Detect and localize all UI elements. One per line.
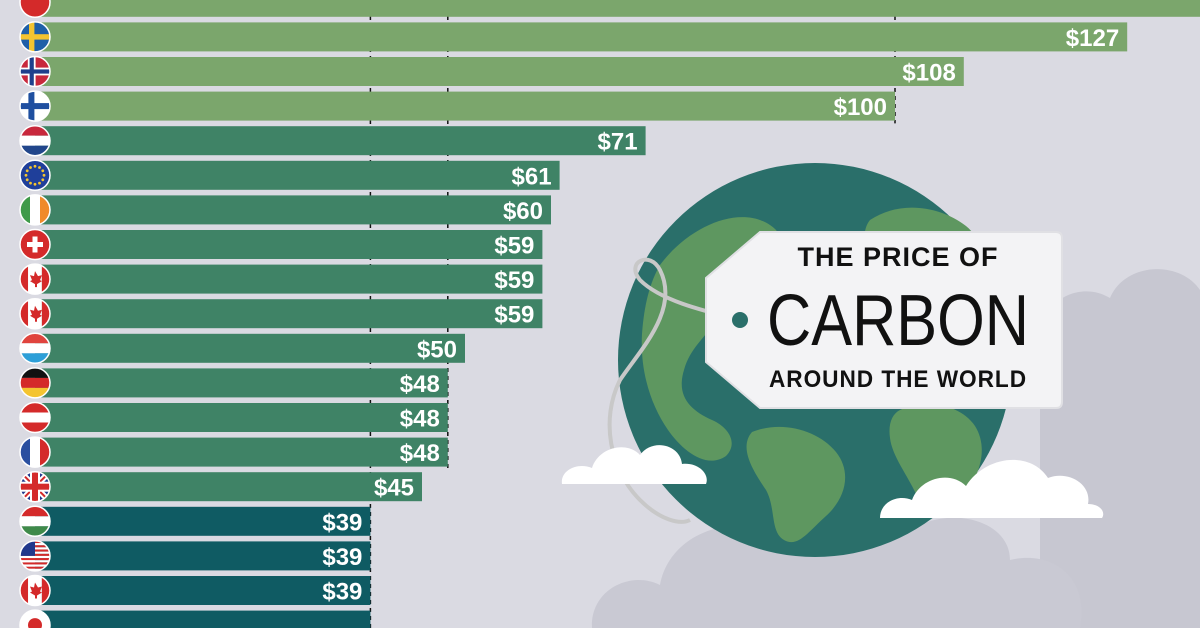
usa-flag-icon — [19, 540, 51, 572]
canada-flag-icon — [19, 297, 51, 330]
bar-value-label: $48 — [400, 440, 440, 467]
bar-value-label: $60 — [503, 198, 543, 225]
netherlands-flag-icon — [19, 124, 51, 157]
globe-landmass-south-america — [746, 426, 846, 543]
hungary-flag-icon — [19, 505, 51, 538]
price-tag-body — [705, 231, 1063, 409]
cloud-right — [880, 459, 1104, 518]
bar — [35, 403, 448, 432]
bar — [35, 91, 895, 121]
canada-flag-icon — [19, 263, 51, 295]
bar — [35, 472, 422, 502]
bar — [35, 264, 543, 294]
bar-value-label: $59 — [494, 267, 534, 294]
canada-flag-icon — [19, 574, 51, 607]
bar — [35, 160, 560, 190]
bar-value-label: $50 — [417, 336, 457, 363]
title-line1: THE PRICE OF — [797, 242, 998, 272]
foreground-clouds — [561, 445, 1104, 518]
bar — [35, 0, 1200, 17]
bar — [35, 610, 371, 628]
bar-value-label: $39 — [322, 509, 362, 536]
bar — [35, 506, 371, 536]
bar — [35, 368, 448, 398]
cloud-left — [561, 445, 707, 484]
price-tag-hole — [732, 312, 748, 328]
japan-flag-icon — [19, 609, 51, 628]
bar-value-label: $59 — [494, 233, 534, 260]
uk-flag-icon — [19, 470, 51, 503]
bar-value-label: $48 — [400, 406, 440, 433]
bar — [35, 437, 448, 467]
switzerland-flag-icon — [19, 228, 51, 261]
back-cloud-bottom — [591, 506, 1082, 628]
luxembourg-flag-icon — [19, 332, 51, 365]
title-line2: CARBON — [767, 281, 1029, 361]
sweden-flag-icon — [19, 21, 51, 53]
bar — [35, 126, 646, 156]
bar — [35, 333, 465, 363]
background-clouds — [591, 269, 1200, 628]
france-flag-icon — [19, 436, 51, 468]
bar — [35, 230, 543, 259]
bar — [35, 22, 1128, 52]
finland-flag-icon — [19, 90, 51, 122]
germany-flag-icon — [19, 367, 51, 399]
bar-value-label: $39 — [322, 579, 362, 606]
norway-flag-icon — [19, 55, 51, 88]
bar — [35, 299, 543, 329]
title-line3: AROUND THE WORLD — [769, 366, 1027, 393]
bar-series: $127 $108 $100 $71 $61 $60 $59 $59 $59 $50 $48 $48 $… — [19, 0, 1200, 628]
bar-value-label: $108 — [902, 60, 955, 87]
bar — [35, 57, 964, 86]
price-tag: THE PRICE OF CARBON AROUND THE WORLD — [705, 231, 1063, 409]
bar-value-label: $100 — [834, 94, 887, 121]
back-cloud-right — [1040, 269, 1200, 628]
eu-flag-icon — [19, 159, 51, 192]
bar-value-label: $39 — [322, 544, 362, 571]
bar-value-label: $127 — [1066, 25, 1119, 52]
bar-value-label: $61 — [512, 163, 552, 190]
bar — [35, 576, 371, 605]
bar-value-label: $71 — [598, 129, 638, 156]
bar-value-label: $59 — [494, 302, 534, 329]
red-circle-flag-icon — [19, 0, 51, 19]
bar-value-label: $45 — [374, 475, 414, 502]
bar-value-label: $48 — [400, 371, 440, 398]
ireland-flag-icon — [19, 194, 51, 226]
bar — [35, 195, 551, 225]
austria-flag-icon — [19, 401, 51, 434]
bar — [35, 541, 371, 571]
tag-string — [607, 257, 741, 524]
